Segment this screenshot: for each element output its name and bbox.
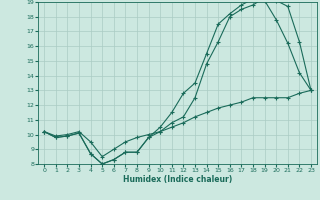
X-axis label: Humidex (Indice chaleur): Humidex (Indice chaleur) [123, 175, 232, 184]
